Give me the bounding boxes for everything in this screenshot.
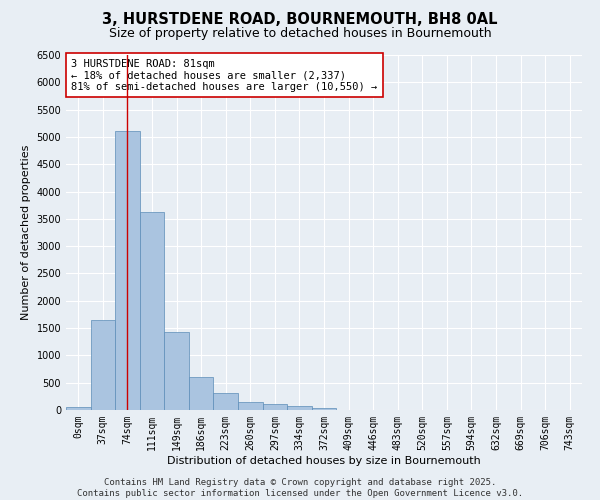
Bar xyxy=(91,320,115,410)
Bar xyxy=(312,408,336,410)
Bar xyxy=(214,393,238,410)
Text: Size of property relative to detached houses in Bournemouth: Size of property relative to detached ho… xyxy=(109,28,491,40)
Bar xyxy=(115,132,140,410)
Bar xyxy=(140,212,164,410)
Bar xyxy=(189,376,214,410)
Bar xyxy=(263,404,287,410)
Text: 3, HURSTDENE ROAD, BOURNEMOUTH, BH8 0AL: 3, HURSTDENE ROAD, BOURNEMOUTH, BH8 0AL xyxy=(102,12,498,28)
Text: Contains HM Land Registry data © Crown copyright and database right 2025.
Contai: Contains HM Land Registry data © Crown c… xyxy=(77,478,523,498)
Y-axis label: Number of detached properties: Number of detached properties xyxy=(21,145,31,320)
Bar xyxy=(238,402,263,410)
X-axis label: Distribution of detached houses by size in Bournemouth: Distribution of detached houses by size … xyxy=(167,456,481,466)
Bar xyxy=(287,406,312,410)
Bar xyxy=(66,406,91,410)
Text: 3 HURSTDENE ROAD: 81sqm
← 18% of detached houses are smaller (2,337)
81% of semi: 3 HURSTDENE ROAD: 81sqm ← 18% of detache… xyxy=(71,58,377,92)
Bar xyxy=(164,332,189,410)
